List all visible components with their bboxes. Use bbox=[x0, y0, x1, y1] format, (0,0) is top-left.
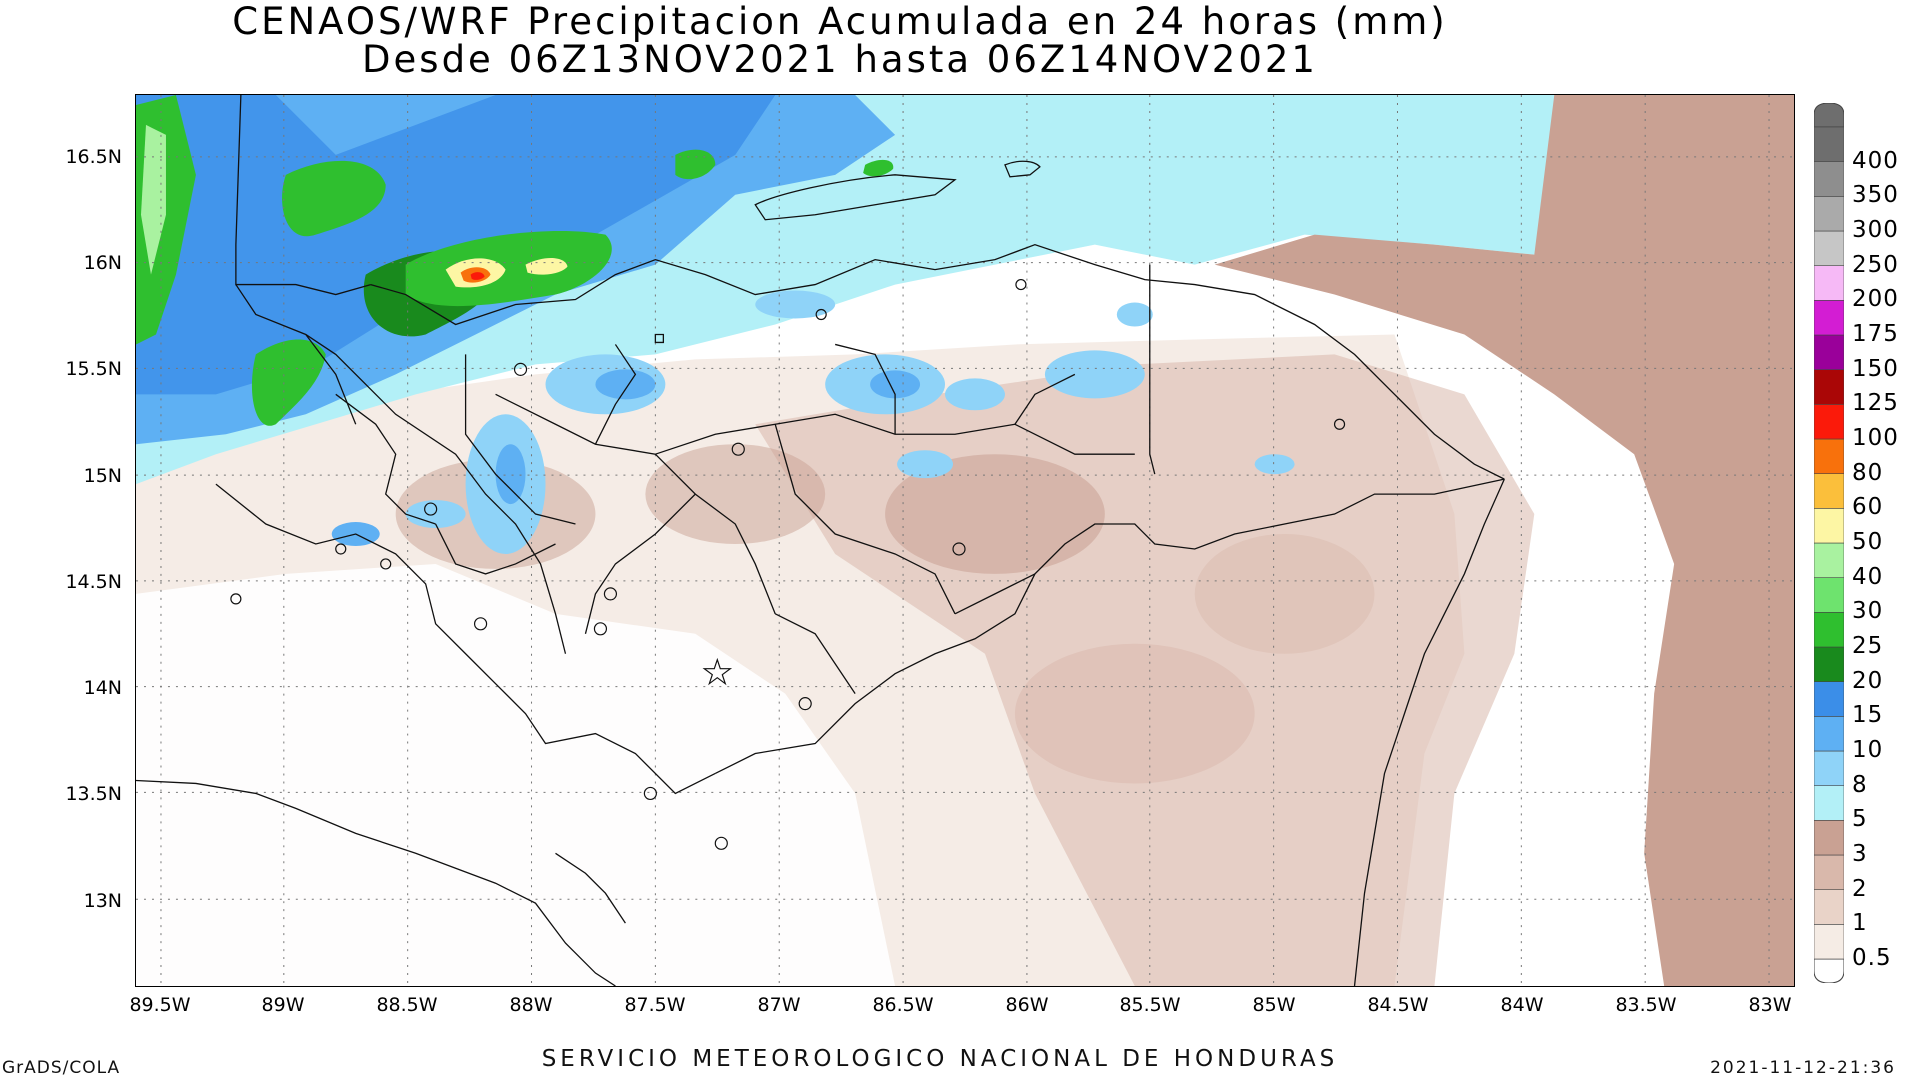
lat-label-13-5n: 13.5N bbox=[65, 783, 122, 805]
colorbar-top-cap bbox=[1814, 103, 1844, 128]
lon-label-83-5w: 83.5W bbox=[1615, 994, 1677, 1016]
colorbar-cell-2 bbox=[1814, 854, 1844, 890]
colorbar-label-400: 400 bbox=[1852, 147, 1899, 174]
colorbar-cell-400 bbox=[1814, 126, 1844, 162]
lon-label-88w: 88W bbox=[509, 994, 553, 1016]
lon-label-85-5w: 85.5W bbox=[1119, 994, 1181, 1016]
colorbar-label-15: 15 bbox=[1852, 702, 1884, 729]
lon-label-86-5w: 86.5W bbox=[872, 994, 934, 1016]
lon-label-83w: 83W bbox=[1748, 994, 1792, 1016]
colorbar-cell-1 bbox=[1814, 889, 1844, 925]
capital-star-icon bbox=[702, 657, 733, 686]
lon-label-88-5w: 88.5W bbox=[376, 994, 438, 1016]
lon-label-89-5w: 89.5W bbox=[129, 994, 191, 1016]
colorbar-label-1: 1 bbox=[1852, 910, 1868, 937]
colorbar-cell-8 bbox=[1814, 750, 1844, 786]
lon-label-86w: 86W bbox=[1005, 994, 1049, 1016]
colorbar-cell-25 bbox=[1814, 612, 1844, 648]
lon-label-89w: 89W bbox=[261, 994, 305, 1016]
colorbar-label-20: 20 bbox=[1852, 667, 1884, 694]
colorbar-cell-20 bbox=[1814, 646, 1844, 682]
colorbar-label-8: 8 bbox=[1852, 771, 1868, 798]
precipitation-map bbox=[135, 94, 1795, 987]
colorbar-label-125: 125 bbox=[1852, 390, 1899, 417]
colorbar-cell-200 bbox=[1814, 265, 1844, 301]
lat-label-16n: 16N bbox=[83, 252, 122, 274]
colorbar-label-10: 10 bbox=[1852, 737, 1884, 763]
colorbar-cell-0-5 bbox=[1814, 924, 1844, 960]
colorbar-cell-175 bbox=[1814, 300, 1844, 336]
colorbar-label-80: 80 bbox=[1852, 459, 1884, 486]
colorbar-label-50: 50 bbox=[1852, 529, 1884, 555]
colorbar-cell-100 bbox=[1814, 404, 1844, 440]
lon-label-87w: 87W bbox=[757, 994, 801, 1016]
lon-label-85w: 85W bbox=[1252, 994, 1296, 1016]
map-title-line2: Desde 06Z13NOV2021 hasta 06Z14NOV2021 bbox=[362, 38, 1318, 81]
lon-label-84w: 84W bbox=[1500, 994, 1544, 1016]
colorbar-label-40: 40 bbox=[1852, 563, 1884, 590]
lat-label-13n: 13N bbox=[83, 890, 122, 912]
colorbar-label-300: 300 bbox=[1852, 217, 1899, 243]
colorbar-cell-80 bbox=[1814, 438, 1844, 474]
map-canvas bbox=[136, 95, 1794, 986]
colorbar-cell-50 bbox=[1814, 508, 1844, 544]
colorbar-cell-10 bbox=[1814, 716, 1844, 752]
colorbar-label-2: 2 bbox=[1852, 875, 1868, 902]
colorbar-cell-125 bbox=[1814, 369, 1844, 405]
lat-label-16-5n: 16.5N bbox=[65, 146, 122, 168]
colorbar-label-60: 60 bbox=[1852, 494, 1884, 521]
footer-timestamp: 2021-11-12-21:36 bbox=[1710, 1058, 1896, 1078]
colorbar-label-0-5: 0.5 bbox=[1852, 945, 1892, 971]
footer-agency: SERVICIO METEOROLOGICO NACIONAL DE HONDU… bbox=[541, 1046, 1339, 1072]
colorbar-cell-250 bbox=[1814, 230, 1844, 266]
colorbar-cell-40 bbox=[1814, 542, 1844, 578]
colorbar-label-5: 5 bbox=[1852, 806, 1868, 833]
lat-label-15-5n: 15.5N bbox=[65, 358, 122, 380]
colorbar-cell-350 bbox=[1814, 161, 1844, 197]
lon-label-87-5w: 87.5W bbox=[624, 994, 686, 1016]
colorbar-label-250: 250 bbox=[1852, 251, 1899, 278]
colorbar-cell-5 bbox=[1814, 785, 1844, 821]
colorbar-bottom-cap bbox=[1814, 958, 1844, 983]
colorbar-cell-60 bbox=[1814, 473, 1844, 509]
lat-label-14-5n: 14.5N bbox=[65, 571, 122, 593]
colorbar-cell-15 bbox=[1814, 681, 1844, 717]
footer-software-credit: GrADS/COLA bbox=[2, 1058, 121, 1078]
colorbar-cell-150 bbox=[1814, 334, 1844, 370]
colorbar-label-200: 200 bbox=[1852, 286, 1899, 313]
colorbar-label-175: 175 bbox=[1852, 321, 1899, 347]
colorbar-label-350: 350 bbox=[1852, 182, 1899, 209]
colorbar-label-3: 3 bbox=[1852, 841, 1868, 867]
lat-label-14n: 14N bbox=[83, 677, 122, 699]
lon-label-84-5w: 84.5W bbox=[1367, 994, 1429, 1016]
colorbar-label-30: 30 bbox=[1852, 598, 1884, 625]
colorbar-label-25: 25 bbox=[1852, 633, 1884, 659]
colorbar-cell-30 bbox=[1814, 577, 1844, 613]
colorbar-cell-3 bbox=[1814, 820, 1844, 856]
precipitation-colorbar bbox=[1814, 103, 1844, 983]
colorbar-cell-300 bbox=[1814, 196, 1844, 232]
colorbar-label-150: 150 bbox=[1852, 355, 1899, 382]
map-title-line1: CENAOS/WRF Precipitacion Acumulada en 24… bbox=[232, 0, 1448, 43]
colorbar-label-100: 100 bbox=[1852, 425, 1899, 451]
lat-label-15n: 15N bbox=[83, 465, 122, 487]
